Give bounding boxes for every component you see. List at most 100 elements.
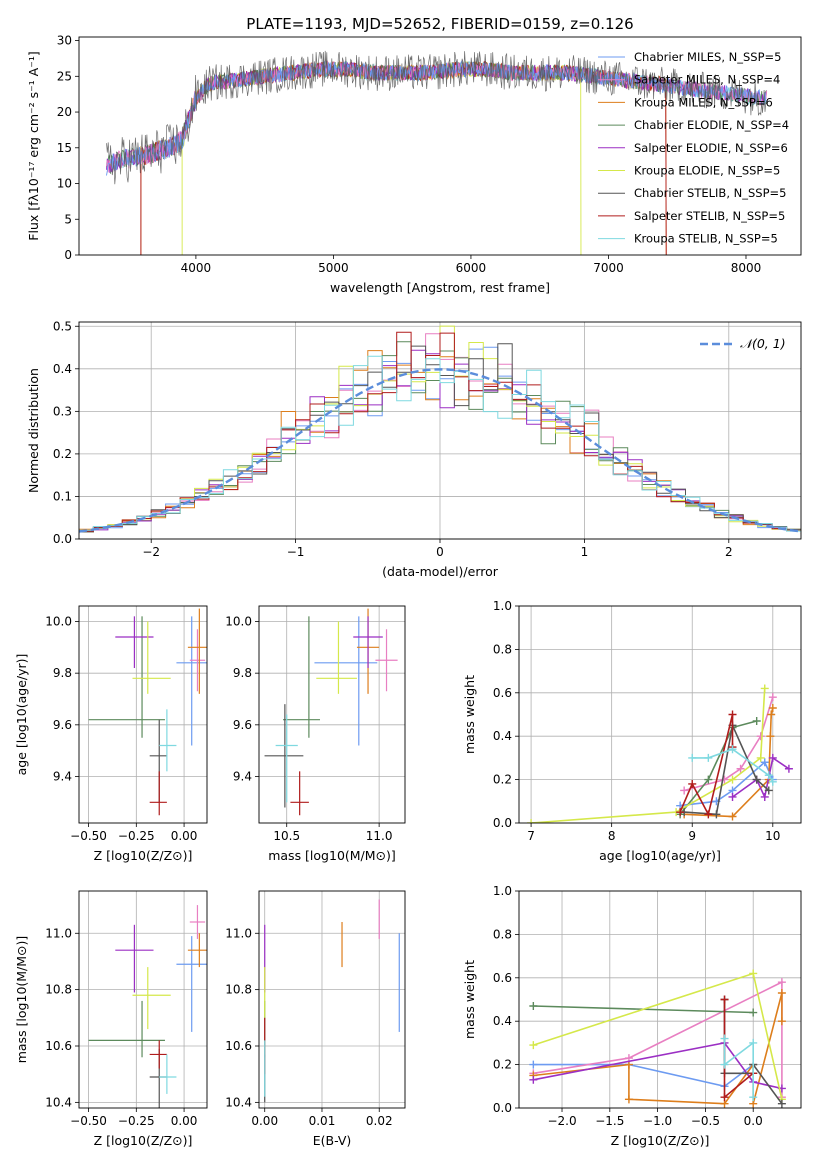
marker-kroupa_stelib	[768, 777, 777, 786]
errorbar-salpeter_stelib	[149, 771, 167, 816]
x-axis-label: (data-model)/error	[382, 564, 499, 579]
y-tick-label: 0.0	[53, 532, 72, 546]
errorbars-group	[88, 905, 207, 1108]
legend-label-kroupa_miles: Kroupa MILES, N_SSP=6	[634, 95, 773, 109]
y-axis-label: mass [log10(M/M⊙)]	[14, 936, 29, 1064]
y-tick-label: 9.8	[53, 666, 72, 680]
x-axis-label: Z [log10(Z/Z⊙)]	[611, 1133, 710, 1148]
x-tick-label: 7000	[593, 261, 624, 275]
errorbar-chabrier_elodie	[88, 1000, 165, 1058]
axes-frame	[258, 890, 406, 1109]
marker-salpeter_miles	[736, 764, 745, 773]
marker-salpeter_stelib	[676, 808, 685, 817]
errorbar-kroupa_stelib	[159, 709, 177, 772]
marker-kroupa_miles	[777, 1017, 786, 1026]
errorbar-chabrier_stelib	[149, 719, 167, 803]
marker-kroupa_stelib	[728, 745, 737, 754]
legend-label-kroupa_elodie: Kroupa ELODIE, N_SSP=5	[634, 164, 780, 178]
line-salpeter_elodie	[732, 756, 790, 800]
lines-group	[527, 684, 793, 823]
y-tick-label: 0.4	[493, 1014, 512, 1028]
legend: 𝒩(0, 1)	[700, 336, 786, 351]
marker-salpeter_elodie	[768, 753, 777, 762]
x-tick-label: 8	[608, 829, 616, 843]
y-tick-label: 0.6	[493, 686, 512, 700]
line-kroupa_miles	[533, 992, 783, 1105]
y-tick-label: 0.3	[53, 404, 72, 418]
normal-curve	[79, 368, 801, 533]
y-tick-label: 10.4	[225, 1095, 252, 1109]
errorbar-kroupa_elodie	[316, 621, 357, 694]
histograms-group	[79, 325, 801, 534]
marker-salpeter_elodie	[784, 764, 793, 773]
y-axis-label: Normed distribution	[26, 368, 41, 493]
x-axis-label: mass [log10(M/M⊙)]	[268, 848, 396, 863]
errorbar-kroupa_stelib	[275, 714, 298, 803]
age-vs-mass-panel: 10.5 11.0 9.4 9.6 9.8 10.0 mass [log10(M/M⊙)]	[225, 605, 406, 863]
marker-chabrier_stelib	[752, 775, 761, 784]
marker-salpeter_miles	[720, 775, 729, 784]
errorbar-salpeter_stelib	[149, 1040, 167, 1069]
marker-chabrier_elodie	[749, 1008, 758, 1017]
y-tick-label: 11.0	[225, 926, 252, 940]
marker-salpeter_stelib	[720, 1093, 729, 1102]
residual-histogram-panel: −2 −1 0 1 2 0.0 0.1 0.2 0.3 0.4 0.5 (data-model)/er…	[26, 319, 802, 579]
marker-salpeter_miles	[777, 978, 786, 987]
x-tick-label: 7	[527, 829, 535, 843]
y-tick-label: 0.0	[493, 1101, 512, 1115]
x-tick-label: 0.00	[251, 1114, 278, 1128]
y-tick-label: 0.6	[493, 971, 512, 985]
marker-chabrier_elodie	[752, 717, 761, 726]
marker-salpeter_elodie	[529, 1075, 538, 1084]
figure-title: PLATE=1193, MJD=52652, FIBERID=0159, z=0…	[246, 15, 633, 33]
marker-kroupa_elodie	[728, 775, 737, 784]
y-tick-label: 0.4	[53, 362, 72, 376]
x-tick-label: −1.0	[643, 1114, 672, 1128]
x-tick-label: 0.01	[309, 1114, 336, 1128]
line-kroupa_elodie	[531, 688, 766, 823]
y-tick-label: 0.2	[493, 773, 512, 787]
axes-frame	[78, 890, 208, 1109]
x-tick-label: 0	[436, 545, 444, 559]
x-tick-label: 0.00	[171, 1114, 198, 1128]
x-tick-label: 10	[765, 829, 780, 843]
x-axis-label: age [log10(age/yr)]	[599, 848, 721, 863]
errorbars-group	[264, 899, 400, 1103]
errorbar-kroupa_stelib	[159, 1054, 177, 1094]
errorbar-chabrier_elodie	[283, 616, 320, 738]
errorbar-chabrier_miles	[176, 936, 207, 1032]
y-tick-label: 0.4	[493, 729, 512, 743]
y-tick-label: 0.8	[493, 642, 512, 656]
marker-chabrier_stelib	[777, 1099, 786, 1108]
x-tick-label: 0.0	[744, 1114, 763, 1128]
marker-salpeter_stelib	[720, 995, 729, 1004]
legend-label-salpeter_miles: Salpeter MILES, N_SSP=4	[634, 73, 780, 87]
axes-frame	[518, 605, 802, 824]
marker-salpeter_elodie	[760, 792, 769, 801]
marker-chabrier_stelib	[712, 810, 721, 819]
y-tick-label: 11.0	[45, 926, 72, 940]
errorbar-salpeter_miles	[375, 629, 398, 692]
x-tick-label: 1	[581, 545, 589, 559]
legend-label-normal: 𝒩(0, 1)	[740, 336, 786, 351]
spectrum-line-chabrier_stelib	[106, 50, 767, 185]
errorbars-group	[264, 608, 398, 816]
marker-kroupa_miles	[766, 732, 775, 741]
y-tick-label: 0.8	[493, 927, 512, 941]
errorbar-salpeter_miles	[189, 905, 206, 939]
marker-kroupa_stelib	[749, 1093, 758, 1102]
spectra-group	[106, 50, 768, 255]
y-tick-label: 9.6	[233, 718, 252, 732]
line-chabrier_miles	[533, 1063, 754, 1088]
marker-chabrier_miles	[529, 1060, 538, 1069]
axes-frame	[78, 36, 802, 256]
marker-kroupa_elodie	[760, 684, 769, 693]
y-tick-label: 10.6	[225, 1039, 252, 1053]
mass-vs-metallicity-panel: −0.50 −0.25 0.00 10.4 10.6 10.8 11.0 Z [log10(Z…	[14, 890, 208, 1148]
marker-chabrier_elodie	[529, 1002, 538, 1011]
errorbar-salpeter_elodie	[115, 616, 154, 668]
x-axis-label: Z [log10(Z/Z⊙)]	[94, 1133, 193, 1148]
y-tick-label: 20	[57, 105, 72, 119]
x-tick-label: −0.5	[691, 1114, 720, 1128]
x-tick-label: 9	[688, 829, 696, 843]
